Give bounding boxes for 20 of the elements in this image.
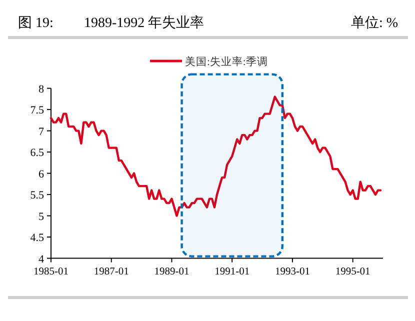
line-series — [50, 96, 382, 217]
y-tick-label: 4.5 — [30, 232, 44, 244]
x-tick-label: 1989-01 — [154, 266, 190, 278]
y-tick-label: 6.5 — [30, 147, 44, 160]
y-tick-label: 5 — [38, 210, 44, 223]
x-tick-label: 1993-01 — [274, 266, 310, 278]
y-tick-label: 7.5 — [30, 104, 44, 117]
chart-subtitle: 1989-1992 年失业率 — [84, 15, 204, 31]
y-tick-label: 5.5 — [30, 190, 44, 202]
y-tick-label: 4 — [38, 253, 44, 266]
x-tick-label: 1987-01 — [94, 266, 129, 278]
x-tick-label: 1991-01 — [214, 266, 250, 278]
x-tick-label: 1985-01 — [34, 266, 68, 278]
y-axis-title: 单位: % — [350, 15, 398, 31]
y-tick-label: 6 — [38, 168, 44, 180]
chart-title: 图 19: — [18, 16, 54, 31]
y-tick-label: 8 — [38, 83, 44, 96]
y-tick-label: 7 — [38, 126, 44, 138]
x-tick-label: 1995-01 — [335, 266, 370, 278]
legend-label: 美国:失业率:季调 — [185, 55, 268, 68]
